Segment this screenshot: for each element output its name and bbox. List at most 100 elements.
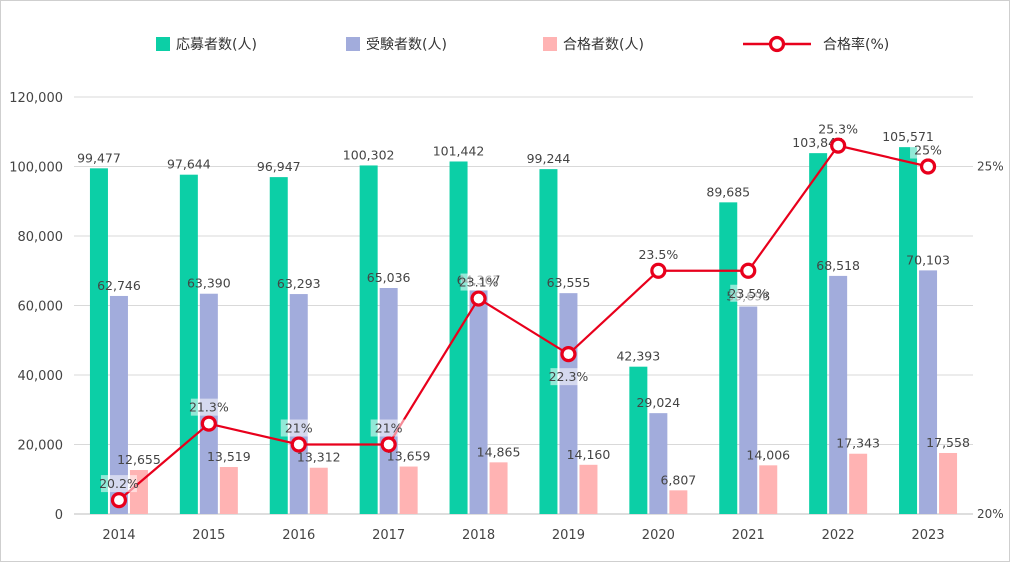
bar-value-label: 14,865 (477, 444, 521, 459)
rate-value-label: 23.5% (728, 286, 768, 301)
bar-2023-s1 (899, 147, 918, 514)
bar-value-label: 14,006 (746, 447, 790, 462)
rate-marker-2015 (200, 415, 217, 432)
bar-2017-s1 (359, 165, 378, 514)
bar-2021-s1 (719, 202, 738, 515)
y-tick-label: 80,000 (18, 230, 64, 245)
bar-value-label: 13,659 (387, 449, 431, 464)
x-tick-label: 2021 (732, 528, 765, 543)
legend-label-1: 応募者数(人) (176, 37, 257, 53)
bar-2018-s2 (469, 290, 488, 514)
y2-tick-label: 25% (977, 160, 1004, 174)
x-tick-label: 2017 (372, 528, 405, 543)
bar-2015-s1 (179, 174, 198, 514)
rate-marker-2014 (110, 492, 128, 509)
bar-value-label: 17,343 (836, 436, 880, 451)
bar-2020-s3 (669, 490, 688, 514)
bar-value-label: 68,518 (816, 258, 860, 273)
bar-value-label: 17,558 (926, 435, 970, 450)
rate-marker-2021 (740, 262, 757, 279)
x-tick-label: 2022 (822, 528, 855, 543)
rate-value-label: 21.3% (189, 400, 229, 415)
x-tick-label: 2016 (282, 528, 315, 543)
rate-label-bg (730, 284, 767, 302)
bar-value-label: 65,036 (367, 270, 411, 285)
bar-2016-s1 (269, 177, 288, 514)
bar-value-label: 96,947 (257, 159, 301, 174)
rate-value-label: 21% (285, 421, 313, 436)
rate-marker-2023 (919, 158, 937, 175)
rate-label-bg (910, 141, 947, 159)
x-tick-label: 2014 (102, 528, 135, 543)
legend-swatch-1 (156, 37, 170, 51)
bar-2022-s3 (849, 453, 868, 514)
y-tick-label: 40,000 (18, 369, 64, 384)
legend-marker (768, 35, 786, 53)
rate-value-label: 21% (375, 421, 403, 436)
bar-value-label: 14,160 (567, 447, 611, 462)
bar-2015-s3 (219, 467, 238, 514)
rate-value-label: 23.5% (638, 247, 678, 262)
bar-value-label: 63,293 (277, 276, 321, 291)
rate-label-bg (550, 368, 587, 386)
bar-2016-s2 (289, 294, 308, 514)
x-tick-label: 2018 (462, 528, 495, 543)
legend-label-3: 合格者数(人) (563, 37, 644, 53)
rate-label-bg (640, 245, 677, 263)
rate-marker-2016 (290, 436, 307, 453)
bar-2023-s3 (939, 452, 958, 514)
bars (89, 147, 958, 515)
bar-2018-s1 (449, 161, 468, 514)
bar-value-label: 6,807 (660, 472, 696, 487)
bar-2020-s1 (629, 366, 648, 514)
legend-label-2: 受験者数(人) (366, 37, 447, 53)
rate-label-bg (370, 419, 407, 437)
rate-marker-2018 (470, 290, 487, 307)
rate-line (118, 144, 929, 501)
y-axis-left: 0 20,000 40,000 60,000 80,000 100,000 120,000 (9, 91, 63, 523)
legend-swatch-3 (543, 37, 557, 51)
x-tick-label: 2019 (552, 528, 585, 543)
bar-2016-s3 (309, 467, 328, 514)
rate-value-label: 20.2% (99, 476, 139, 491)
y-tick-label: 20,000 (18, 439, 64, 454)
legend: 応募者数(人) 受験者数(人) 合格者数(人) 合格率(%) (156, 35, 889, 53)
bar-2022-s1 (809, 153, 828, 515)
bar-value-label: 101,442 (433, 143, 485, 158)
bar-2023-s2 (919, 270, 938, 514)
bar-value-label: 63,555 (547, 275, 591, 290)
bar-value-label: 99,244 (527, 151, 571, 166)
rate-data-labels: 20.2% 21.3% 21% 21% 23.1% 22.3% 23.5% 23.5% 25.3… (99, 120, 947, 493)
rate-value-label: 25% (914, 143, 942, 158)
bar-2014-s2 (109, 295, 128, 514)
bar-value-label: 63,390 (187, 276, 231, 291)
bar-value-label: 13,519 (207, 449, 251, 464)
bar-2019-s3 (579, 464, 598, 514)
bar-2018-s3 (489, 462, 508, 514)
bar-value-label: 13,312 (297, 450, 341, 465)
bar-2021-s3 (759, 465, 778, 514)
rate-label-bg (190, 398, 227, 416)
rate-marker-2019 (560, 346, 577, 363)
y-axis-right: 20% 25% (977, 160, 1004, 522)
y-tick-label: 120,000 (9, 91, 63, 106)
rate-marker-2017 (380, 436, 397, 453)
bar-value-label: 42,393 (616, 349, 660, 364)
rate-marker-2020 (650, 262, 667, 279)
bar-value-label: 97,644 (167, 157, 211, 172)
y-tick-label: 60,000 (18, 300, 64, 315)
bar-value-label: 100,302 (343, 147, 395, 162)
bar-2017-s3 (399, 466, 418, 514)
y-tick-label: 100,000 (9, 161, 63, 176)
bar-value-label: 89,685 (706, 184, 750, 199)
rate-marker-2022 (830, 137, 847, 154)
rate-value-label: 23.1% (459, 275, 499, 290)
bar-2020-s2 (649, 413, 668, 514)
x-tick-label: 2023 (912, 528, 945, 543)
bar-2022-s2 (829, 275, 848, 514)
bar-2017-s2 (379, 287, 398, 514)
rate-label-bg (460, 273, 497, 291)
rate-label-bg (100, 475, 137, 493)
x-axis: 2014 2015 2016 2017 2018 2019 2020 2021 2022 2023 (102, 528, 944, 543)
